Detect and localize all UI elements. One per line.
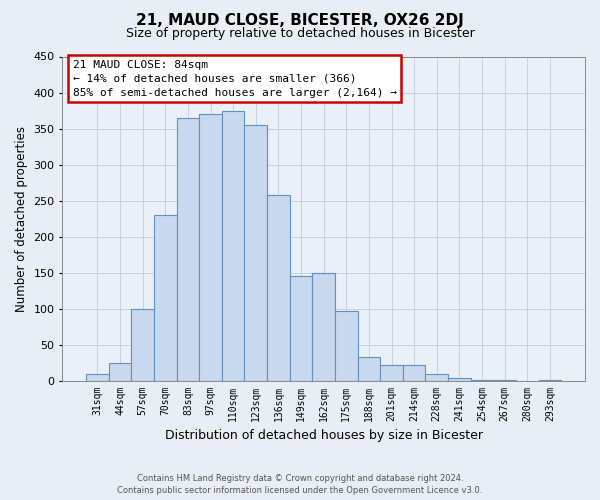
Bar [539, 380, 561, 381]
Bar [244, 125, 267, 381]
Text: 21 MAUD CLOSE: 84sqm
← 14% of detached houses are smaller (366)
85% of semi-deta: 21 MAUD CLOSE: 84sqm ← 14% of detached h… [73, 60, 397, 98]
Bar [403, 365, 425, 381]
Bar [425, 374, 448, 381]
Bar [380, 365, 403, 381]
Text: 21, MAUD CLOSE, BICESTER, OX26 2DJ: 21, MAUD CLOSE, BICESTER, OX26 2DJ [136, 12, 464, 28]
Bar [176, 118, 199, 381]
X-axis label: Distribution of detached houses by size in Bicester: Distribution of detached houses by size … [164, 430, 482, 442]
Y-axis label: Number of detached properties: Number of detached properties [15, 126, 28, 312]
Bar [86, 374, 109, 381]
Bar [154, 215, 176, 381]
Bar [313, 273, 335, 381]
Bar [290, 276, 313, 381]
Bar [448, 378, 471, 381]
Bar [471, 380, 493, 381]
Bar [199, 114, 222, 381]
Bar [109, 363, 131, 381]
Bar [493, 380, 516, 381]
Bar [131, 309, 154, 381]
Bar [358, 356, 380, 381]
Bar [222, 110, 244, 381]
Bar [335, 311, 358, 381]
Bar [267, 195, 290, 381]
Text: Size of property relative to detached houses in Bicester: Size of property relative to detached ho… [125, 28, 475, 40]
Text: Contains HM Land Registry data © Crown copyright and database right 2024.
Contai: Contains HM Land Registry data © Crown c… [118, 474, 482, 495]
